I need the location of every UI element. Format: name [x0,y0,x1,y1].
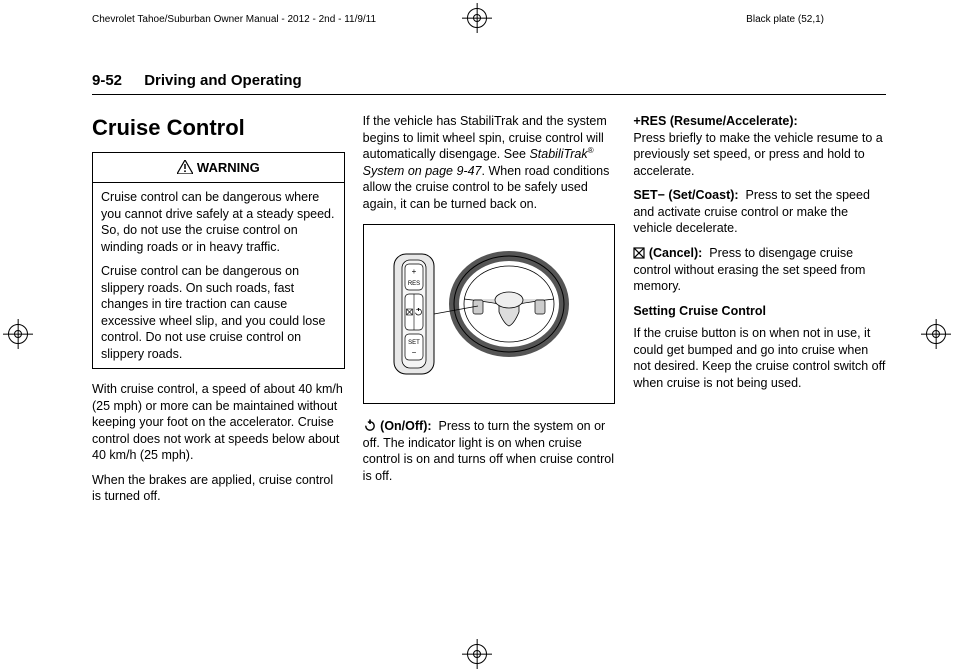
onoff-label: (On/Off): [380,419,431,433]
warning-label: WARNING [197,159,260,176]
body-text: If the cruise button is on when not in u… [633,325,886,391]
body-text: If the vehicle has StabiliTrak and the s… [363,113,616,212]
warning-header: WARNING [93,153,344,183]
set-label: SET− (Set/Coast): [633,188,738,202]
print-header-right: Black plate (52,1) [746,14,824,25]
cancel-icon [633,246,645,261]
warning-body: Cruise control can be dangerous where yo… [93,183,344,368]
section-title: Cruise Control [92,113,345,142]
onoff-icon [363,419,377,433]
page-header: 9-52 Driving and Operating [92,72,886,95]
cancel-definition: (Cancel): Press to disengage cruise cont… [633,245,886,295]
res-label: +RES (Resume/Accelerate): [633,114,797,128]
cruise-control-figure: + RES [363,224,616,404]
svg-text:+: + [412,267,417,276]
column-1: Cruise Control WARNING Cruise control ca… [92,113,345,513]
svg-text:SET: SET [408,340,420,346]
page-content: 9-52 Driving and Operating Cruise Contro… [92,72,886,628]
reg-mark-bottom [467,644,487,664]
svg-text:−: − [412,348,417,357]
column-2: If the vehicle has StabiliTrak and the s… [363,113,616,513]
page-number: 9-52 [92,72,122,89]
reg-mark-right [926,324,946,344]
warning-icon [177,160,193,176]
warning-text-1: Cruise control can be dangerous where yo… [101,189,336,255]
onoff-definition: (On/Off): Press to turn the system on or… [363,418,616,484]
set-definition: SET− (Set/Coast): Press to set the speed… [633,187,886,237]
body-text: With cruise control, a speed of about 40… [92,381,345,464]
subheading: Setting Cruise Control [633,303,886,320]
reg-mark-left [8,324,28,344]
cancel-label: (Cancel): [649,246,702,260]
print-header-left: Chevrolet Tahoe/Suburban Owner Manual - … [92,14,376,25]
body-text: When the brakes are applied, cruise cont… [92,472,345,505]
res-definition: +RES (Resume/Accelerate): Press briefly … [633,113,886,179]
svg-text:RES: RES [408,281,420,287]
column-3: +RES (Resume/Accelerate): Press briefly … [633,113,886,513]
warning-text-2: Cruise control can be dangerous on slipp… [101,263,336,362]
warning-box: WARNING Cruise control can be dangerous … [92,152,345,369]
section-name: Driving and Operating [144,72,302,89]
reg-mark-top [467,8,487,28]
